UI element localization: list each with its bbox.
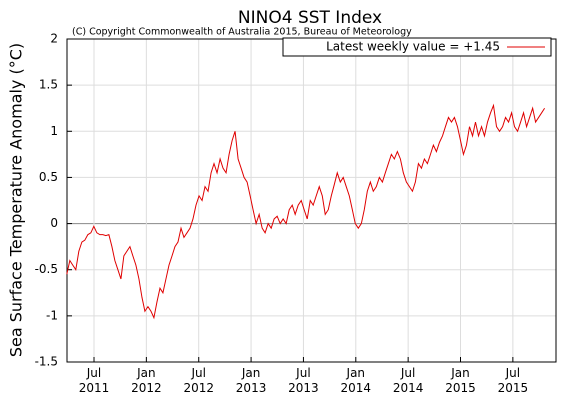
y-tick-label: 0.5 (39, 170, 58, 184)
x-tick-label: Jan 2015 (445, 366, 476, 395)
x-tick-label: Jan 2012 (131, 366, 162, 395)
x-tick-label: Jul 2014 (392, 366, 424, 395)
x-tick-label: Jan 2014 (340, 366, 372, 395)
y-tick-label: -0.5 (35, 262, 58, 276)
y-tick-label: 2 (50, 32, 58, 46)
y-tick-label: 0 (50, 216, 58, 230)
plot-frame (66, 38, 557, 363)
y-tick-label: 1.5 (39, 78, 58, 92)
subtitle: (C) Copyright Commonwealth of Australia … (72, 27, 412, 38)
x-tick-label: Jul 2015 (497, 366, 529, 395)
y-tick-label: -1 (46, 308, 58, 322)
y-axis-label: Sea Surface Temperature Anomaly (°C) (7, 43, 26, 357)
y-tick-label: 1 (50, 124, 58, 138)
legend-box (282, 37, 552, 57)
data-line (66, 103, 546, 320)
x-tick-label: Jul 2011 (78, 366, 110, 395)
chart-title: NINO4 SST Index (238, 8, 382, 28)
legend-label: Latest weekly value = +1.45 (326, 40, 500, 54)
y-tick-label: -1.5 (35, 355, 58, 369)
x-tick-label: Jul 2013 (288, 366, 319, 395)
x-tick-label: Jan 2013 (235, 366, 267, 395)
x-tick-label: Jul 2012 (183, 366, 214, 395)
